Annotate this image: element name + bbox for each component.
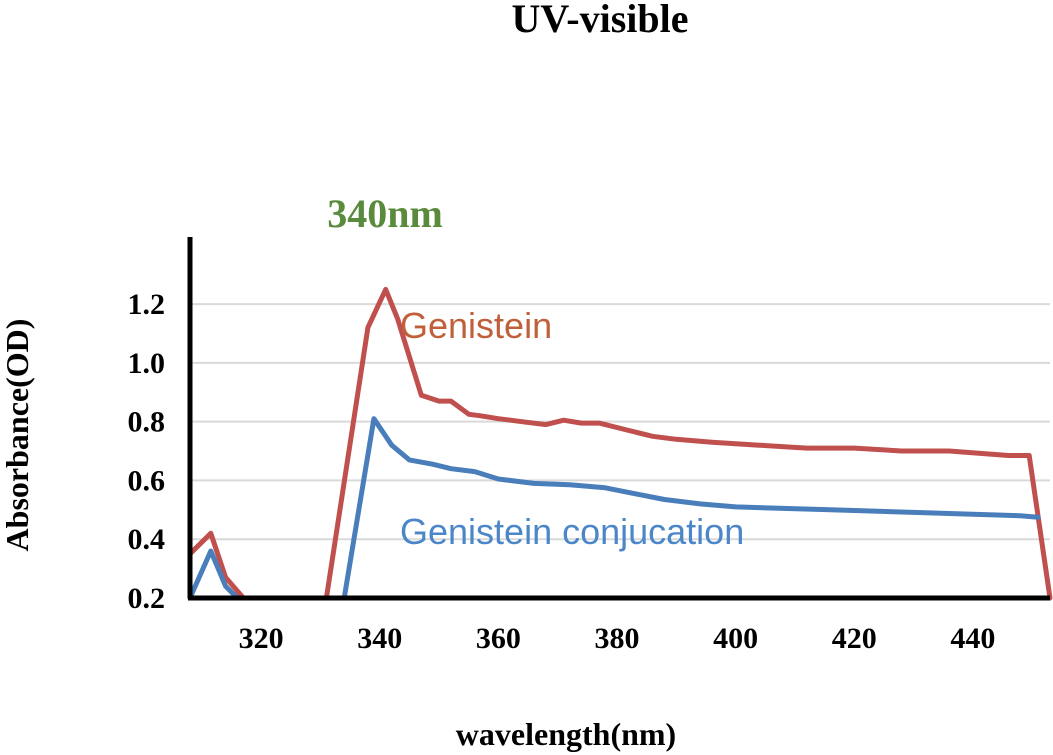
x-tick-label: 320	[239, 622, 284, 655]
x-tick-label: 380	[595, 622, 640, 655]
x-axis-ticks: 320 340 360 380 400 420 440	[239, 622, 996, 655]
x-tick-label: 440	[950, 622, 995, 655]
y-tick-label: 0.4	[128, 523, 166, 556]
x-tick-label: 340	[357, 622, 402, 655]
series-label-genistein: Genistein	[400, 305, 552, 346]
series-lines	[187, 286, 1053, 601]
y-tick-label: 1.0	[128, 347, 166, 380]
series-line-genistein-conjucation	[187, 416, 1041, 601]
x-axis-label: wavelength(nm)	[456, 716, 676, 752]
series-line-genistein	[187, 286, 1053, 601]
x-tick-label: 400	[713, 622, 758, 655]
peak-annotation: 340nm	[327, 191, 443, 236]
y-tick-label: 0.2	[128, 582, 166, 615]
series-label-genistein-conjucation: Genistein conjucation	[400, 511, 744, 552]
y-tick-label: 0.8	[128, 406, 166, 439]
x-tick-label: 360	[476, 622, 521, 655]
y-axis-label: Absorbance(OD)	[0, 319, 35, 552]
grid-lines	[190, 303, 1050, 541]
y-axis-ticks: 0.2 0.4 0.6 0.8 1.0 1.2	[128, 288, 166, 615]
y-tick-label: 1.2	[128, 288, 166, 321]
x-tick-label: 420	[832, 622, 877, 655]
y-tick-label: 0.6	[128, 464, 166, 497]
chart-title: UV-visible	[511, 0, 688, 41]
